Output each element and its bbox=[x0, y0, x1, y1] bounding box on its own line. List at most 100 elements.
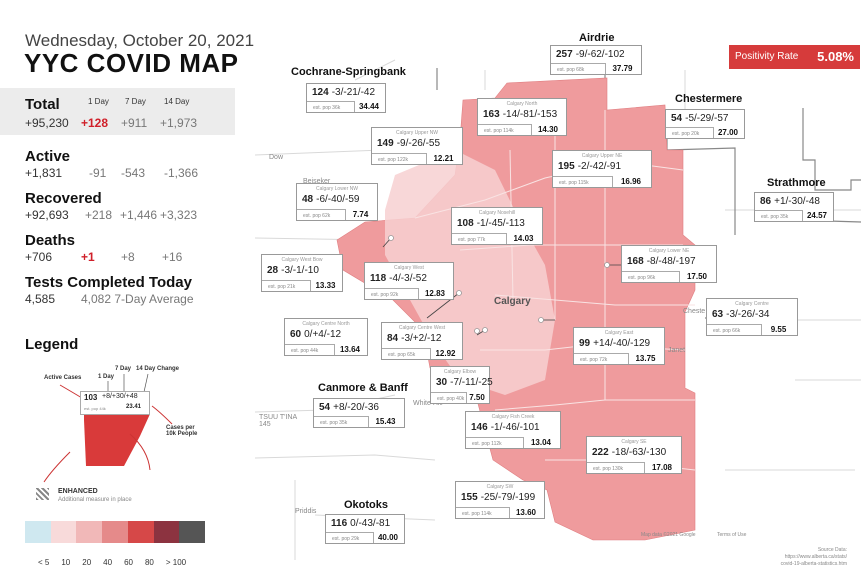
source-url-line-1[interactable]: https://www.alberta.ca/stats/ bbox=[784, 554, 847, 560]
case-change: -3/-1/-10 bbox=[281, 265, 319, 276]
district-name: Calgary Lower NE bbox=[648, 248, 690, 254]
cases-per-10k: 7.74 bbox=[352, 210, 369, 219]
district-card-east: Calgary East 99 +14/-40/-129 est. pop 72k 13… bbox=[573, 327, 665, 365]
cases-per-10k: 12.83 bbox=[424, 289, 446, 298]
tests-average: 4,082 7-Day Average bbox=[81, 292, 194, 306]
cases-per-10k: 15.43 bbox=[375, 417, 396, 426]
district-card-lower-ne: Calgary Lower NE 168 -8/-48/-197 est. pop 9… bbox=[621, 245, 717, 283]
district-name: Calgary Fish Creek bbox=[491, 414, 535, 420]
map-terms-link[interactable]: Terms of Use bbox=[717, 532, 747, 538]
district-card-se: Calgary SE 222 -18/-63/-130 est. pop 130k 17… bbox=[586, 436, 682, 474]
color-scale bbox=[25, 521, 206, 543]
district-name: Calgary Upper NW bbox=[396, 130, 438, 136]
color-scale-label: 20 bbox=[82, 558, 92, 567]
color-scale-label: < 5 bbox=[38, 558, 50, 567]
deaths-14-day: +16 bbox=[162, 250, 183, 264]
active-cases: 155 bbox=[461, 492, 478, 503]
tests-label: Tests Completed Today bbox=[25, 274, 192, 291]
estimated-population: est. pop 112k bbox=[466, 437, 524, 448]
case-change: -6/-40/-59 bbox=[316, 194, 360, 205]
district-card-chestermere: 54 -5/-29/-57 est. pop 20k 27.00 bbox=[665, 109, 745, 139]
color-scale-swatch bbox=[102, 521, 128, 543]
active-cases: 118 bbox=[370, 273, 387, 284]
total-label: Total bbox=[25, 96, 60, 113]
cases-per-10k: 13.75 bbox=[635, 354, 656, 363]
cases-per-10k: 37.79 bbox=[612, 64, 633, 73]
district-card-upper-ne: Calgary Upper NE 195 -2/-42/-91 est. pop 11… bbox=[552, 150, 652, 188]
tests-value: 4,585 bbox=[25, 292, 56, 306]
active-label: Active bbox=[25, 148, 71, 165]
place-white-hill: White Hill bbox=[413, 400, 443, 407]
case-change: -9/-26/-55 bbox=[396, 138, 441, 149]
active-cases: 60 bbox=[290, 329, 302, 340]
active-7-day: -543 bbox=[121, 166, 146, 180]
estimated-population: est. pop 130k bbox=[587, 462, 645, 473]
case-change: -18/-63/-130 bbox=[611, 447, 667, 458]
cases-per-10k: 12.21 bbox=[433, 154, 454, 163]
place-chestermere-town: Cheste bbox=[683, 308, 706, 315]
district-card-fish-creek: Calgary Fish Creek 146 -1/-46/-101 est. pop… bbox=[465, 411, 561, 449]
source-url-line-2[interactable]: covid-19-alberta-statistics.htm bbox=[780, 561, 847, 567]
case-change: -2/-42/-91 bbox=[577, 161, 622, 172]
estimated-population: est. pop 114k bbox=[456, 507, 510, 518]
recovered-7-day: +1,446 bbox=[120, 208, 158, 222]
active-cases: 149 bbox=[377, 138, 394, 149]
active-cases: 163 bbox=[483, 109, 500, 120]
case-change: -5/-29/-57 bbox=[685, 113, 729, 124]
active-cases: 86 bbox=[760, 196, 772, 207]
district-card-airdrie: 257 -9/-62/-102 est. pop 68k 37.79 bbox=[550, 45, 642, 75]
active-cases: 168 bbox=[627, 256, 644, 267]
estimated-population: est. pop 122k bbox=[372, 153, 427, 164]
page-title: YYC COVID MAP bbox=[24, 48, 239, 78]
district-name: Calgary North bbox=[506, 101, 538, 107]
legend-title: Legend bbox=[25, 336, 79, 353]
active-cases: 48 bbox=[302, 194, 314, 205]
place-calgary: Calgary bbox=[494, 296, 531, 307]
city-label-chestermere: Chestermere bbox=[675, 93, 743, 105]
header-7-day: 7 Day bbox=[125, 97, 146, 106]
color-scale-label: > 100 bbox=[165, 558, 187, 567]
active-cases: 63 bbox=[712, 309, 724, 320]
active-cases: 257 bbox=[556, 49, 573, 60]
cases-per-10k: 13.60 bbox=[515, 508, 537, 517]
estimated-population: est. pop 36k bbox=[307, 101, 355, 112]
estimated-population: est. pop 62k bbox=[297, 209, 346, 220]
active-cases: 99 bbox=[579, 338, 591, 349]
estimated-population: est. pop 96k bbox=[622, 271, 680, 282]
legend-region-shape bbox=[84, 414, 150, 466]
active-1-day: -91 bbox=[89, 166, 107, 180]
estimated-population: est. pop 115k bbox=[553, 176, 613, 187]
report-date: Wednesday, October 20, 2021 bbox=[25, 31, 255, 50]
cases-per-10k: 17.08 bbox=[651, 463, 673, 472]
map-credits: Map data ©2021 Google bbox=[641, 532, 696, 538]
cases-per-10k: 24.57 bbox=[806, 211, 828, 220]
active-cases: 146 bbox=[471, 422, 488, 433]
estimated-population: est. pop 21k bbox=[262, 280, 311, 291]
recovered-value: +92,693 bbox=[25, 208, 69, 222]
active-cases: 195 bbox=[558, 161, 575, 172]
positivity-label: Positivity Rate bbox=[735, 51, 799, 62]
district-name: Calgary SE bbox=[621, 439, 647, 445]
active-cases: 54 bbox=[671, 113, 683, 124]
color-scale-labels: < 5 10 20 40 60 80 > 100 bbox=[38, 558, 198, 567]
estimated-population: est. pop 92k bbox=[365, 288, 419, 299]
case-change: +14/-40/-129 bbox=[593, 338, 651, 349]
header-1-day: 1 Day bbox=[88, 97, 109, 106]
district-name: Calgary Centre bbox=[735, 301, 769, 307]
district-card-nose-hill: Calgary Nosehill 108 -1/-45/-113 est. pop 7… bbox=[451, 207, 543, 245]
estimated-population: est. pop 20k bbox=[666, 127, 714, 138]
cases-per-10k: 12.92 bbox=[435, 349, 456, 358]
cases-per-10k: 27.00 bbox=[717, 128, 739, 137]
district-name: Calgary Lower NW bbox=[316, 186, 358, 192]
case-change: -1/-45/-113 bbox=[476, 218, 525, 229]
city-label-airdrie: Airdrie bbox=[579, 32, 615, 44]
total-value: +95,230 bbox=[25, 116, 69, 130]
deaths-1-day: +1 bbox=[81, 250, 95, 264]
active-14-day: -1,366 bbox=[164, 166, 199, 180]
case-change: +8/-20/-36 bbox=[333, 402, 379, 413]
cases-per-10k: 17.50 bbox=[686, 272, 708, 281]
case-change: 0/-43/-81 bbox=[350, 518, 391, 529]
deaths-7-day: +8 bbox=[121, 250, 135, 264]
cases-per-10k: 9.55 bbox=[770, 325, 787, 334]
case-change: -8/-48/-197 bbox=[646, 256, 696, 267]
